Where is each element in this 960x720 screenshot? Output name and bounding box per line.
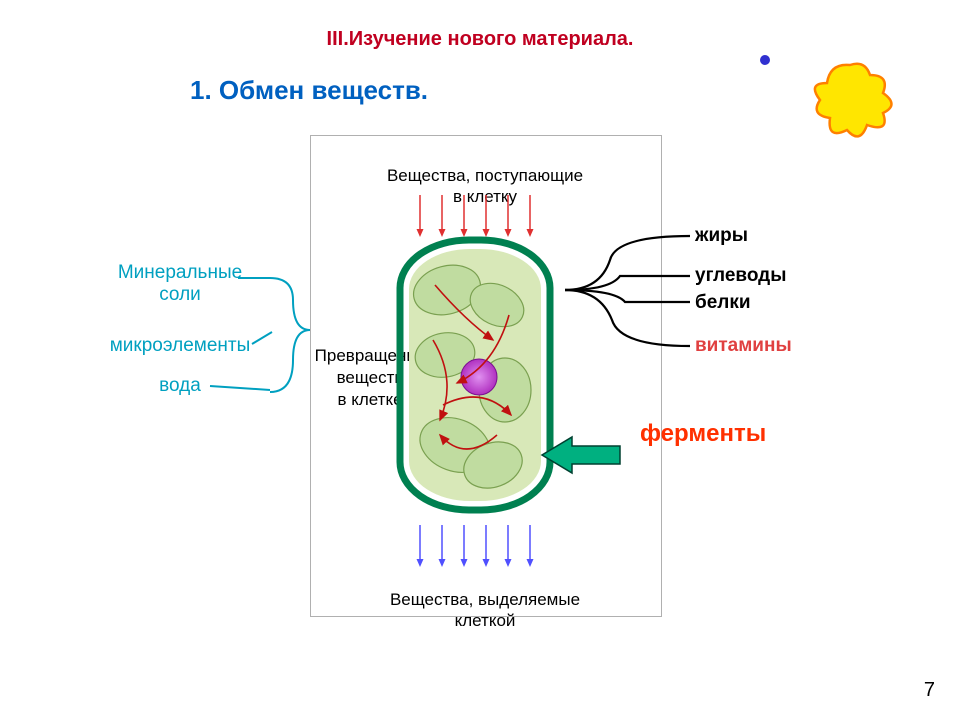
ferments-arrow-icon (0, 0, 960, 720)
page-number: 7 (924, 679, 935, 702)
